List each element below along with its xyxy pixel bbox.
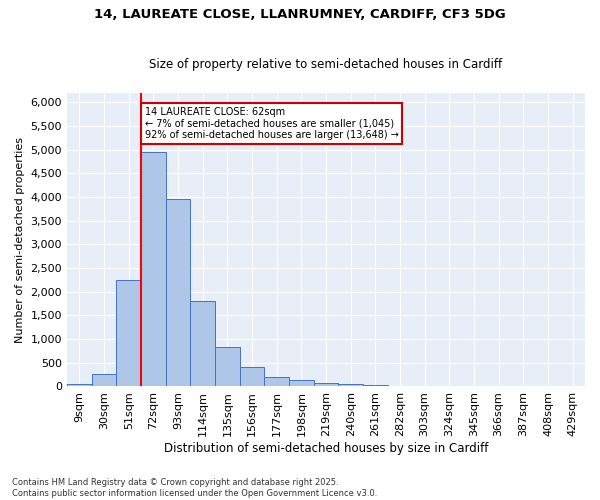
Bar: [116, 280, 141, 386]
Bar: [141, 152, 166, 386]
Bar: [67, 384, 92, 386]
Title: Size of property relative to semi-detached houses in Cardiff: Size of property relative to semi-detach…: [149, 58, 503, 71]
Bar: [338, 384, 363, 386]
Bar: [363, 385, 388, 386]
Bar: [92, 374, 116, 386]
Bar: [215, 346, 239, 387]
Bar: [239, 367, 265, 386]
Bar: [265, 377, 289, 386]
Text: 14 LAUREATE CLOSE: 62sqm
← 7% of semi-detached houses are smaller (1,045)
92% of: 14 LAUREATE CLOSE: 62sqm ← 7% of semi-de…: [145, 107, 398, 140]
Y-axis label: Number of semi-detached properties: Number of semi-detached properties: [15, 136, 25, 342]
Bar: [190, 302, 215, 386]
Bar: [166, 199, 190, 386]
X-axis label: Distribution of semi-detached houses by size in Cardiff: Distribution of semi-detached houses by …: [164, 442, 488, 455]
Text: Contains HM Land Registry data © Crown copyright and database right 2025.
Contai: Contains HM Land Registry data © Crown c…: [12, 478, 377, 498]
Text: 14, LAUREATE CLOSE, LLANRUMNEY, CARDIFF, CF3 5DG: 14, LAUREATE CLOSE, LLANRUMNEY, CARDIFF,…: [94, 8, 506, 20]
Bar: [289, 380, 314, 386]
Bar: [314, 382, 338, 386]
